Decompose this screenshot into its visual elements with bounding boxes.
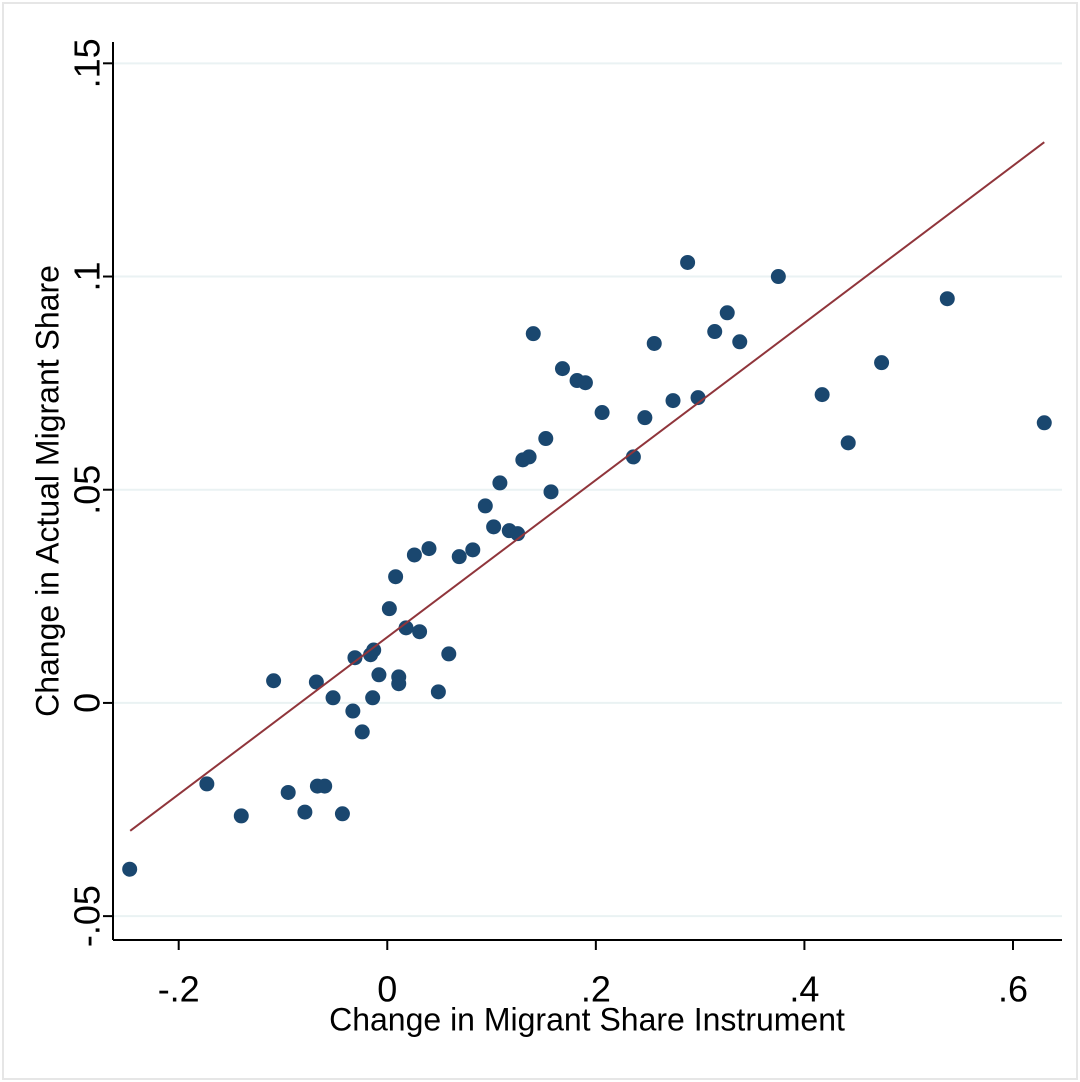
point (421, 541, 437, 557)
point (366, 642, 382, 658)
x-tick-label: -.2 (158, 969, 200, 1010)
point (266, 673, 282, 689)
point (308, 674, 324, 690)
x-tick-label: .6 (998, 969, 1028, 1010)
point (554, 361, 570, 377)
point (680, 254, 696, 270)
point (398, 620, 414, 636)
point (719, 305, 735, 321)
x-tick-label: .2 (581, 969, 611, 1010)
point (325, 690, 341, 706)
point (521, 449, 537, 465)
point (365, 690, 381, 706)
point (317, 778, 333, 794)
point (233, 808, 249, 824)
point (280, 784, 296, 800)
point (354, 724, 370, 740)
point (637, 410, 653, 426)
point (646, 335, 662, 351)
y-tick-label: .15 (67, 38, 108, 88)
point (814, 387, 830, 403)
fit-line (129, 141, 1045, 832)
x-axis-title: Change in Migrant Share Instrument (329, 1001, 845, 1037)
point (297, 804, 313, 820)
x-tick-label: .4 (789, 969, 819, 1010)
point (334, 806, 350, 822)
y-tick-label: .1 (67, 262, 108, 292)
point (430, 684, 446, 700)
point (381, 601, 397, 617)
point (122, 861, 138, 877)
point (543, 484, 559, 500)
point (874, 355, 890, 371)
point (939, 291, 955, 307)
point (345, 703, 361, 719)
point (665, 393, 681, 409)
point (451, 549, 467, 565)
point (594, 405, 610, 421)
point (538, 431, 554, 447)
y-tick-label: -.05 (67, 885, 108, 947)
point (465, 542, 481, 558)
x-tick-label: 0 (377, 969, 397, 1010)
point (391, 676, 407, 692)
point (492, 475, 508, 491)
point (577, 375, 593, 391)
point (477, 498, 493, 514)
point (732, 334, 748, 350)
y-tick-label: 0 (67, 693, 108, 713)
point (199, 776, 215, 792)
point (840, 435, 856, 451)
point (412, 624, 428, 640)
y-axis-title: Change in Actual Migrant Share (29, 265, 65, 717)
point (406, 547, 422, 563)
point (371, 667, 387, 683)
point (486, 519, 502, 535)
point (347, 650, 363, 666)
point (770, 269, 786, 285)
point (625, 449, 641, 465)
point (388, 569, 404, 585)
point (707, 324, 723, 340)
point (525, 326, 541, 342)
y-tick-label: .05 (67, 465, 108, 515)
point (441, 646, 457, 662)
point (1036, 415, 1052, 431)
